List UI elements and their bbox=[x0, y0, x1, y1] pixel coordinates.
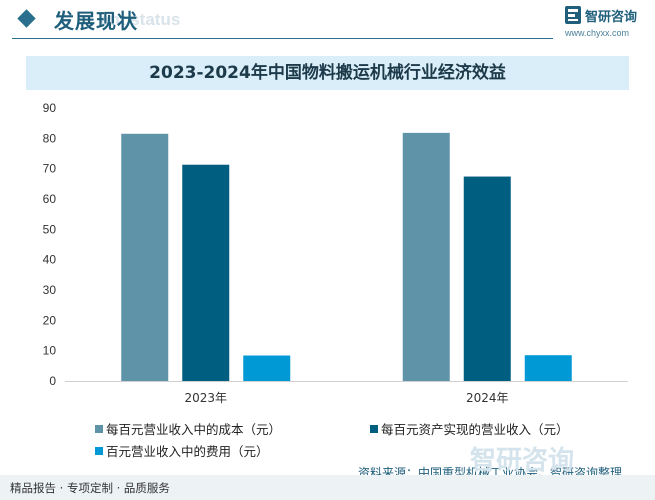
legend-item: 百元营业收入中的费用（元） bbox=[95, 441, 269, 460]
y-tick-label: 50 bbox=[43, 222, 57, 236]
legend-swatch bbox=[95, 446, 103, 455]
chart-title-bar: 2023-2024年中国物料搬运机械行业经济效益 bbox=[26, 56, 629, 90]
footer-logo: 智研咨询 bbox=[470, 446, 575, 476]
legend-item: 每百元资产实现的营业收入（元） bbox=[370, 419, 569, 438]
y-tick-label: 40 bbox=[43, 253, 57, 267]
y-tick-label: 60 bbox=[43, 192, 57, 206]
bar-2-1 bbox=[182, 164, 230, 381]
y-tick-label: 80 bbox=[43, 131, 57, 145]
header: ent status 发展现状 智研咨询 www.chyxx.com bbox=[0, 0, 655, 39]
bar-1-1 bbox=[121, 133, 169, 381]
page-title: 发展现状 bbox=[54, 9, 138, 33]
brand-logo: 智研咨询 www.chyxx.com bbox=[565, 6, 649, 38]
y-tick-label: 70 bbox=[43, 162, 57, 176]
legend-label: 每百元营业收入中的成本（元） bbox=[106, 422, 282, 437]
bar-2-2 bbox=[463, 176, 511, 381]
legend-label: 百元营业收入中的费用（元） bbox=[106, 444, 269, 459]
x-tick-label: 2024年 bbox=[466, 391, 509, 405]
logo-name: 智研咨询 bbox=[585, 10, 638, 25]
y-tick-label: 90 bbox=[43, 101, 57, 115]
logo-icon bbox=[565, 6, 581, 24]
logo-url: www.chyxx.com bbox=[565, 28, 630, 38]
legend-label: 每百元资产实现的营业收入（元） bbox=[381, 422, 569, 437]
legend-swatch bbox=[370, 424, 378, 433]
footer: 智研咨询 精品报告 · 专项定制 · 品质服务 bbox=[0, 446, 655, 500]
y-tick-label: 0 bbox=[49, 374, 56, 388]
bar-3-1 bbox=[243, 355, 291, 381]
legend-swatch bbox=[95, 424, 103, 433]
x-tick-label: 2023年 bbox=[184, 391, 227, 405]
y-tick-label: 10 bbox=[43, 344, 57, 358]
footer-text: 精品报告 · 专项定制 · 品质服务 bbox=[10, 481, 170, 495]
bar-1-2 bbox=[402, 132, 450, 381]
legend-item: 每百元营业收入中的成本（元） bbox=[95, 419, 281, 438]
y-tick-label: 30 bbox=[43, 283, 57, 297]
header-divider bbox=[12, 38, 553, 39]
bar-chart: 0 10 20 30 40 50 60 70 80 90 2023年 2024年 bbox=[43, 101, 628, 405]
bar-3-2 bbox=[524, 355, 572, 381]
ghost-title: ent status bbox=[100, 10, 181, 29]
y-tick-label: 20 bbox=[43, 313, 57, 327]
chart-title: 2023-2024年中国物料搬运机械行业经济效益 bbox=[149, 63, 506, 83]
